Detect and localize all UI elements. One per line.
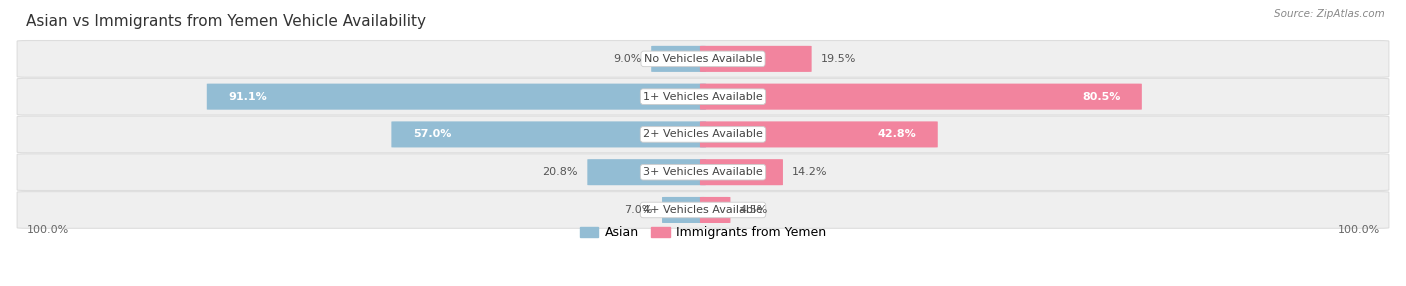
- Text: 42.8%: 42.8%: [877, 130, 917, 139]
- FancyBboxPatch shape: [651, 46, 706, 72]
- FancyBboxPatch shape: [17, 192, 1389, 228]
- Text: No Vehicles Available: No Vehicles Available: [644, 54, 762, 64]
- FancyBboxPatch shape: [700, 159, 783, 185]
- Text: 20.8%: 20.8%: [543, 167, 578, 177]
- Text: 4.5%: 4.5%: [740, 205, 768, 215]
- Text: 3+ Vehicles Available: 3+ Vehicles Available: [643, 167, 763, 177]
- FancyBboxPatch shape: [17, 78, 1389, 115]
- FancyBboxPatch shape: [700, 84, 1142, 110]
- Text: 4+ Vehicles Available: 4+ Vehicles Available: [643, 205, 763, 215]
- FancyBboxPatch shape: [17, 154, 1389, 190]
- Text: 2+ Vehicles Available: 2+ Vehicles Available: [643, 130, 763, 139]
- Text: 80.5%: 80.5%: [1083, 92, 1121, 102]
- Text: 7.0%: 7.0%: [624, 205, 652, 215]
- Text: Asian vs Immigrants from Yemen Vehicle Availability: Asian vs Immigrants from Yemen Vehicle A…: [27, 14, 426, 29]
- FancyBboxPatch shape: [391, 121, 706, 148]
- Text: 9.0%: 9.0%: [613, 54, 643, 64]
- Legend: Asian, Immigrants from Yemen: Asian, Immigrants from Yemen: [575, 221, 831, 244]
- Text: 19.5%: 19.5%: [821, 54, 856, 64]
- FancyBboxPatch shape: [17, 116, 1389, 153]
- Text: 14.2%: 14.2%: [792, 167, 828, 177]
- FancyBboxPatch shape: [588, 159, 706, 185]
- Text: Source: ZipAtlas.com: Source: ZipAtlas.com: [1274, 9, 1385, 19]
- Text: 91.1%: 91.1%: [228, 92, 267, 102]
- FancyBboxPatch shape: [700, 46, 811, 72]
- Text: 100.0%: 100.0%: [1337, 225, 1379, 235]
- FancyBboxPatch shape: [17, 41, 1389, 77]
- Text: 1+ Vehicles Available: 1+ Vehicles Available: [643, 92, 763, 102]
- FancyBboxPatch shape: [207, 84, 706, 110]
- FancyBboxPatch shape: [662, 197, 706, 223]
- FancyBboxPatch shape: [700, 121, 938, 148]
- Text: 100.0%: 100.0%: [27, 225, 69, 235]
- Text: 57.0%: 57.0%: [413, 130, 451, 139]
- FancyBboxPatch shape: [700, 197, 731, 223]
